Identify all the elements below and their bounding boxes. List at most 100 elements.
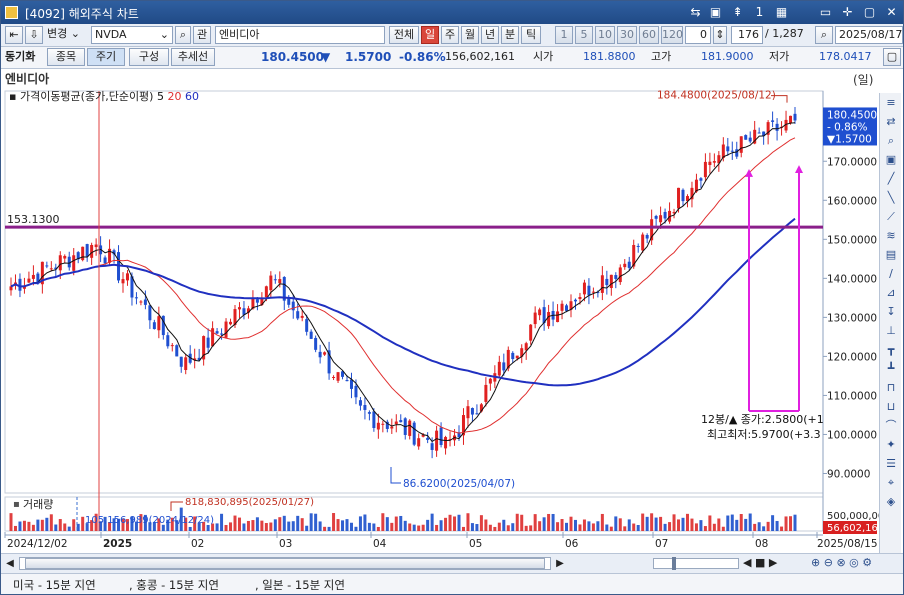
volume-bar <box>677 519 681 531</box>
palette-tool-1-icon[interactable]: ⇄ <box>886 115 896 128</box>
play-back-icon[interactable]: ◀ <box>743 556 752 569</box>
palette-tool-16-icon[interactable]: ⊔ <box>886 400 896 413</box>
screen-number-icon[interactable]: 1 <box>755 5 764 19</box>
swap-screen-icon[interactable]: ⇆ <box>690 5 701 19</box>
scroll-right-icon[interactable]: ▶ <box>556 558 564 569</box>
volume-bar <box>435 524 439 531</box>
interval-10-button[interactable]: 10 <box>595 26 615 44</box>
volume-bar <box>591 523 595 531</box>
ma-legend-60: 60 <box>184 90 199 103</box>
palette-tool-4-icon[interactable]: ╱ <box>887 172 895 185</box>
ma-legend-5: 5 <box>156 90 164 103</box>
zoom-controls[interactable]: ⊕ ⊖ ⊗ ◎ ⚙ <box>811 556 872 569</box>
palette-tool-13-icon[interactable]: ┳ <box>887 343 895 356</box>
palette-tool-6-icon[interactable]: ⟋ <box>887 210 895 223</box>
period-tick-tab[interactable]: 틱 <box>521 26 541 44</box>
tab-period[interactable]: 주기 <box>87 48 125 66</box>
count-input[interactable]: 0 <box>685 26 711 44</box>
palette-tool-10-icon[interactable]: ⊿ <box>886 286 896 299</box>
palette-tool-5-icon[interactable]: ╲ <box>887 191 895 204</box>
prev-symbol-icon[interactable]: ⇤ <box>5 26 23 44</box>
period-day-tab[interactable]: 일 <box>421 26 439 44</box>
tab-trendline[interactable]: 추세선 <box>171 48 215 66</box>
zoom-search-icon[interactable]: ⌕ <box>815 26 833 44</box>
tab-symbol[interactable]: 종목 <box>47 48 85 66</box>
move-icon[interactable]: ✛ <box>842 5 853 19</box>
period-month-tab[interactable]: 월 <box>461 26 479 44</box>
related-button[interactable]: 관 <box>193 26 211 44</box>
palette-tool-3-icon[interactable]: ▣ <box>885 153 897 166</box>
palette-tool-2-icon[interactable]: ⌕ <box>887 134 895 147</box>
change-label[interactable]: 변경 ⌄ <box>47 27 80 40</box>
period-minute-tab[interactable]: 분 <box>501 26 519 44</box>
ma-legend[interactable]: ▪ 가격이동평균(종가,단순이평) 5 20 60 <box>9 88 199 104</box>
tab-config[interactable]: 구성 <box>129 48 169 66</box>
palette-tool-7-icon[interactable]: ≋ <box>886 229 896 242</box>
palette-tool-19-icon[interactable]: ☰ <box>886 457 896 470</box>
candle-body <box>753 129 757 144</box>
zoom-reset-icon[interactable]: ◎ <box>849 556 859 569</box>
period-week-tab[interactable]: 주 <box>441 26 459 44</box>
candle-body <box>54 267 58 270</box>
bars-shown-input[interactable]: 176 <box>731 26 763 44</box>
play-forward-icon[interactable]: ▶ <box>768 556 778 569</box>
volume-bar <box>793 514 797 531</box>
palette-tool-12-icon[interactable]: ⊥ <box>886 324 896 337</box>
measure-arrow-right-icon <box>795 165 803 173</box>
interval-120-button[interactable]: 120 <box>661 26 683 44</box>
dropdown-history-icon[interactable]: ⇩ <box>25 26 43 44</box>
interval-60-button[interactable]: 60 <box>639 26 659 44</box>
volume-bar <box>166 519 170 531</box>
volume-bar <box>282 515 286 531</box>
interval-1-button[interactable]: 1 <box>555 26 573 44</box>
minimize-button[interactable]: ▭ <box>819 5 832 19</box>
palette-tool-21-icon[interactable]: ◈ <box>886 495 896 508</box>
scroll-left-icon[interactable]: ◀ <box>6 558 14 569</box>
palette-tool-11-icon[interactable]: ↧ <box>886 305 896 318</box>
candle-body <box>49 268 53 270</box>
interval-30-button[interactable]: 30 <box>617 26 637 44</box>
pin-icon[interactable]: ⇞ <box>732 5 743 19</box>
symbol-dropdown-icon[interactable]: ⌄ <box>159 28 169 41</box>
palette-tool-17-icon[interactable]: ⌒ <box>885 419 897 432</box>
stop-icon[interactable]: ■ <box>754 556 766 569</box>
chart-scrollbar[interactable]: ◀ ▶ ◀ ■ ▶ ⊕ ⊖ ⊗ ◎ ⚙ <box>1 553 903 573</box>
layout-icon[interactable]: ▦ <box>775 5 788 19</box>
settings-gear-icon[interactable]: ⚙ <box>862 556 873 569</box>
volume-bar <box>605 524 609 531</box>
zoom-out-icon[interactable]: ⊖ <box>823 556 833 569</box>
palette-tool-9-icon[interactable]: ∕ <box>889 267 893 280</box>
playback-controls[interactable]: ◀ ■ ▶ <box>743 556 777 569</box>
zoom-slider[interactable] <box>653 557 739 570</box>
palette-tool-0-icon[interactable]: ≡ <box>886 96 896 109</box>
period-year-tab[interactable]: 년 <box>481 26 499 44</box>
candle-body <box>614 275 618 279</box>
palette-tool-15-icon[interactable]: ⊓ <box>886 381 896 394</box>
count-stepper-icon[interactable]: ⇕ <box>713 26 727 44</box>
symbol-input[interactable]: NVDA ⌄ <box>91 26 173 44</box>
interval-5-button[interactable]: 5 <box>575 26 593 44</box>
scroll-thumb[interactable] <box>25 558 545 569</box>
palette-tool-18-icon[interactable]: ✦ <box>886 438 896 451</box>
price-chart[interactable]: 153.1300 12봉/▲ 종가:2.5800(+1 최고최저:5.9700(+3… <box>1 69 879 553</box>
volume-bar <box>291 521 295 531</box>
candle-body <box>596 292 600 294</box>
measure-arrow-left-icon <box>745 169 753 177</box>
sync-label[interactable]: 동기화 <box>5 50 36 63</box>
palette-tool-8-icon[interactable]: ▤ <box>885 248 897 261</box>
date-input[interactable]: 2025/08/17 <box>835 26 903 44</box>
save-screen-icon[interactable]: ▣ <box>709 5 722 19</box>
panel-toggle-icon[interactable]: ▢ <box>883 48 901 66</box>
candle-body <box>367 412 371 414</box>
candle-body <box>36 273 40 283</box>
zoom-slider-thumb[interactable] <box>672 557 676 570</box>
maximize-button[interactable]: ▢ <box>863 5 876 19</box>
all-button[interactable]: 전체 <box>389 26 419 44</box>
palette-tool-20-icon[interactable]: ⌖ <box>887 476 895 489</box>
palette-tool-14-icon[interactable]: ┻ <box>887 362 895 375</box>
zoom-fit-icon[interactable]: ⊗ <box>836 556 846 569</box>
close-button[interactable]: ✕ <box>886 5 897 19</box>
search-icon[interactable]: ⌕ <box>175 26 191 44</box>
zoom-in-icon[interactable]: ⊕ <box>811 556 821 569</box>
y-tick-label: 130.0000 <box>827 312 877 324</box>
